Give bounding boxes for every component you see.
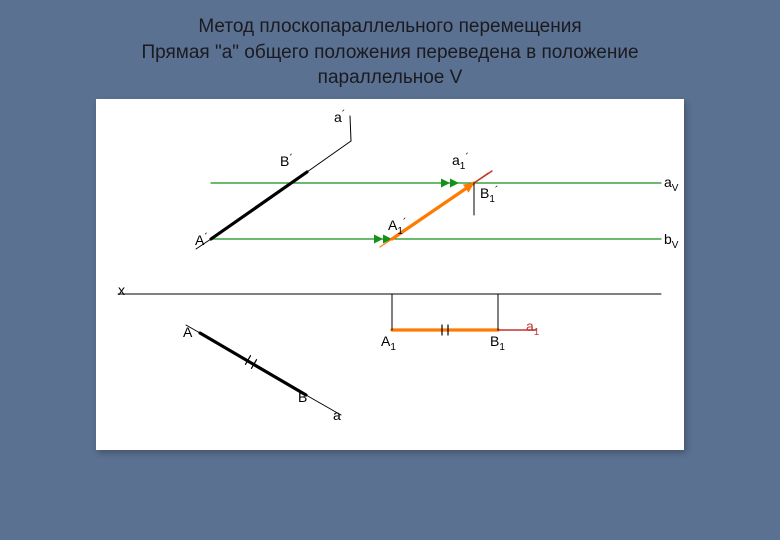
label-x_label: x <box>118 282 125 298</box>
diagram-area: а´ В´ А´ а1´ В1´ А1´ x А Вa А1 В1 a1 aV bV <box>96 99 684 450</box>
label-B_prime: В´ <box>280 153 293 169</box>
label-aV: aV <box>664 174 678 194</box>
label-bV: bV <box>664 231 678 251</box>
title-line1: Метод плоскопараллельного перемещения <box>198 16 581 37</box>
label-a1_prime: а1´ <box>452 152 469 172</box>
label-B: В <box>298 389 307 405</box>
label-a_bot: a <box>333 407 341 423</box>
label-A: А <box>183 324 192 340</box>
slide-title: Метод плоскопараллельного перемещения Пр… <box>0 0 780 99</box>
label-a1: a1 <box>526 318 539 338</box>
label-A_prime: А´ <box>195 232 208 248</box>
title-line2: Прямая "а" общего положения переведена в… <box>141 42 638 63</box>
label-A1_prime: А1´ <box>388 217 407 237</box>
label-a_top: а´ <box>334 109 345 125</box>
label-B1: В1 <box>490 333 505 353</box>
diagram-svg <box>96 99 684 450</box>
title-line3: параллельное V <box>318 67 463 88</box>
label-A1: А1 <box>381 333 396 353</box>
label-B1_prime: В1´ <box>480 185 499 205</box>
